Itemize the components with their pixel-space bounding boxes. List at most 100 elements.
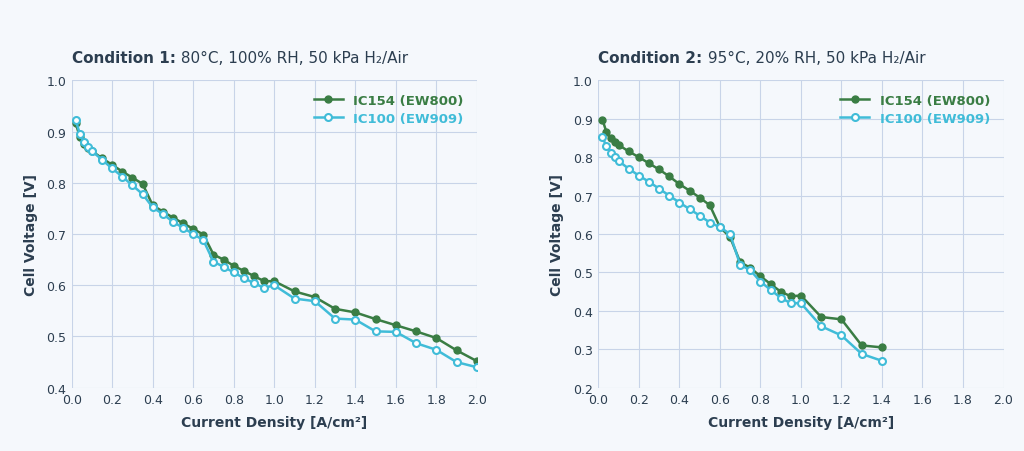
IC154 (EW800)	[876, 345, 888, 350]
IC154 (EW800)	[187, 227, 200, 232]
Text: Condition 2:: Condition 2:	[598, 51, 702, 66]
IC100 (EW909)	[643, 179, 655, 185]
Text: 95°C, 20% RH, 50 kPa H₂/Air: 95°C, 20% RH, 50 kPa H₂/Air	[702, 51, 926, 66]
IC100 (EW909)	[329, 316, 341, 322]
IC100 (EW909)	[82, 145, 94, 150]
IC154 (EW800)	[70, 121, 82, 127]
IC100 (EW909)	[623, 167, 635, 172]
IC100 (EW909)	[608, 155, 621, 161]
IC154 (EW800)	[198, 232, 210, 238]
IC154 (EW800)	[604, 136, 616, 142]
IC100 (EW909)	[157, 212, 169, 217]
Text: 80°C, 100% RH, 50 kPa H₂/Air: 80°C, 100% RH, 50 kPa H₂/Air	[176, 51, 408, 66]
IC154 (EW800)	[146, 203, 159, 209]
IC154 (EW800)	[217, 258, 229, 263]
IC154 (EW800)	[633, 155, 645, 161]
IC154 (EW800)	[177, 221, 189, 226]
IC100 (EW909)	[74, 132, 86, 137]
X-axis label: Current Density [A/cm²]: Current Density [A/cm²]	[708, 414, 894, 428]
IC154 (EW800)	[238, 269, 250, 274]
IC100 (EW909)	[126, 183, 138, 189]
IC100 (EW909)	[774, 295, 786, 301]
IC154 (EW800)	[370, 317, 382, 322]
IC154 (EW800)	[683, 189, 695, 194]
IC100 (EW909)	[744, 268, 757, 273]
IC154 (EW800)	[167, 216, 179, 221]
IC100 (EW909)	[755, 279, 767, 285]
IC154 (EW800)	[836, 317, 848, 322]
IC154 (EW800)	[643, 161, 655, 167]
IC154 (EW800)	[227, 263, 240, 269]
IC154 (EW800)	[784, 294, 797, 299]
IC100 (EW909)	[664, 193, 676, 199]
IC100 (EW909)	[238, 276, 250, 281]
IC154 (EW800)	[815, 315, 827, 320]
IC100 (EW909)	[596, 135, 608, 141]
IC100 (EW909)	[308, 299, 321, 304]
IC100 (EW909)	[673, 200, 685, 206]
IC154 (EW800)	[693, 195, 706, 201]
Y-axis label: Cell Voltage [V]: Cell Voltage [V]	[24, 174, 38, 295]
IC154 (EW800)	[268, 279, 281, 284]
IC100 (EW909)	[198, 238, 210, 244]
IC100 (EW909)	[815, 324, 827, 329]
IC154 (EW800)	[258, 279, 270, 284]
IC154 (EW800)	[703, 203, 716, 208]
Legend: IC154 (EW800), IC100 (EW909): IC154 (EW800), IC100 (EW909)	[307, 88, 470, 132]
Legend: IC154 (EW800), IC100 (EW909): IC154 (EW800), IC100 (EW909)	[834, 88, 997, 132]
IC100 (EW909)	[714, 225, 726, 230]
IC100 (EW909)	[633, 174, 645, 179]
IC100 (EW909)	[106, 166, 119, 172]
IC154 (EW800)	[623, 149, 635, 155]
IC100 (EW909)	[410, 341, 422, 346]
IC100 (EW909)	[390, 329, 402, 335]
Text: Condition 1:: Condition 1:	[72, 51, 176, 66]
IC100 (EW909)	[78, 140, 90, 145]
IC100 (EW909)	[207, 259, 219, 265]
IC100 (EW909)	[86, 149, 98, 154]
IC154 (EW800)	[136, 182, 148, 187]
IC100 (EW909)	[784, 301, 797, 306]
Line: IC154 (EW800): IC154 (EW800)	[599, 117, 886, 351]
IC100 (EW909)	[451, 359, 463, 365]
IC100 (EW909)	[604, 151, 616, 156]
IC100 (EW909)	[248, 281, 260, 286]
IC100 (EW909)	[876, 358, 888, 364]
IC100 (EW909)	[693, 213, 706, 219]
IC154 (EW800)	[74, 135, 86, 140]
IC154 (EW800)	[744, 266, 757, 271]
IC100 (EW909)	[217, 265, 229, 270]
IC154 (EW800)	[600, 130, 612, 136]
IC100 (EW909)	[136, 192, 148, 198]
IC154 (EW800)	[755, 274, 767, 280]
IC154 (EW800)	[126, 175, 138, 181]
IC100 (EW909)	[764, 287, 776, 293]
IC100 (EW909)	[227, 270, 240, 276]
IC154 (EW800)	[774, 290, 786, 295]
IC154 (EW800)	[289, 289, 301, 295]
IC100 (EW909)	[289, 296, 301, 302]
IC154 (EW800)	[612, 143, 625, 148]
IC154 (EW800)	[82, 146, 94, 152]
Y-axis label: Cell Voltage [V]: Cell Voltage [V]	[551, 174, 564, 295]
IC100 (EW909)	[683, 207, 695, 212]
IC154 (EW800)	[734, 260, 746, 265]
IC100 (EW909)	[258, 285, 270, 291]
IC100 (EW909)	[146, 205, 159, 211]
IC100 (EW909)	[167, 220, 179, 225]
IC154 (EW800)	[724, 235, 736, 240]
IC100 (EW909)	[471, 365, 483, 370]
IC100 (EW909)	[187, 232, 200, 237]
IC154 (EW800)	[764, 281, 776, 287]
IC154 (EW800)	[410, 329, 422, 334]
IC100 (EW909)	[703, 220, 716, 226]
IC154 (EW800)	[157, 209, 169, 215]
IC154 (EW800)	[329, 306, 341, 312]
IC154 (EW800)	[653, 167, 666, 173]
IC100 (EW909)	[653, 187, 666, 192]
IC154 (EW800)	[673, 182, 685, 188]
IC154 (EW800)	[86, 149, 98, 154]
IC154 (EW800)	[106, 163, 119, 168]
IC100 (EW909)	[734, 262, 746, 268]
X-axis label: Current Density [A/cm²]: Current Density [A/cm²]	[181, 414, 368, 428]
